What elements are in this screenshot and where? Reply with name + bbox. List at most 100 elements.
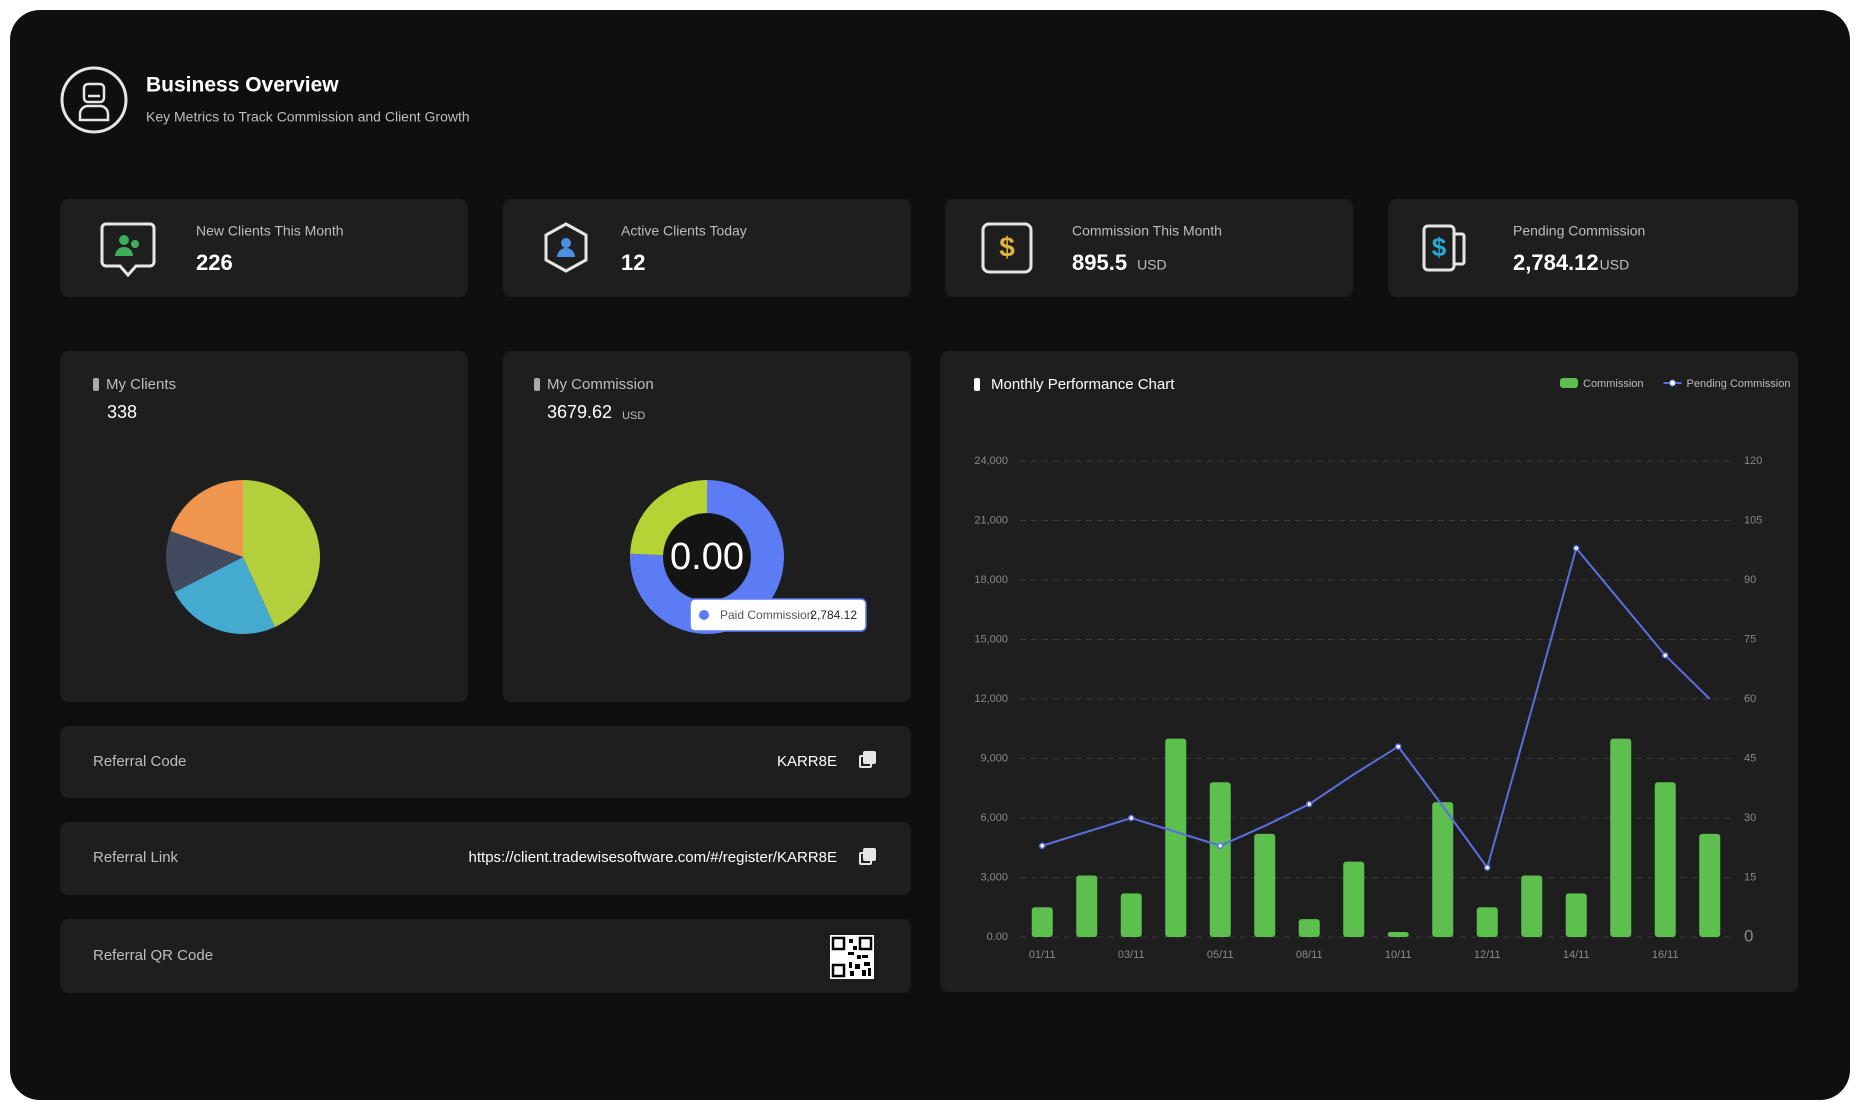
tooltip — [689, 598, 867, 632]
x-tick-label: 08/11 — [1296, 949, 1323, 961]
referral-value: KARR8E — [777, 753, 837, 770]
bar — [1610, 738, 1632, 937]
legend-swatch — [1669, 379, 1677, 387]
bar — [1521, 875, 1543, 937]
qr-code — [830, 935, 874, 979]
bar — [1699, 833, 1721, 937]
referral-row — [60, 919, 911, 993]
y-tick-label: 9,000 — [980, 752, 1008, 764]
header-icon-glyph — [78, 82, 110, 122]
legend-label[interactable]: Pending Commission — [1687, 378, 1791, 390]
x-tick-label: 14/11 — [1563, 949, 1590, 961]
referral-row — [60, 726, 911, 798]
page-subtitle: Key Metrics to Track Commission and Clie… — [146, 109, 470, 125]
stat-label: New Clients This Month — [196, 223, 344, 239]
slice — [243, 480, 321, 628]
card-title: My Commission — [547, 376, 654, 393]
line — [1041, 546, 1711, 870]
referral-label: Referral Code — [93, 753, 186, 770]
y2-tick-label: 105 — [1744, 514, 1762, 526]
y2-tick-label: 45 — [1744, 752, 1756, 764]
bar — [1120, 893, 1142, 937]
slice — [166, 531, 243, 593]
header-icon — [60, 66, 128, 134]
referral-label: Referral Link — [93, 849, 179, 866]
donut-center: 0.00 — [670, 536, 744, 578]
y-tick-label: 3,000 — [980, 871, 1008, 883]
line-point — [1039, 842, 1046, 850]
svg-text:$: $ — [1432, 232, 1447, 262]
bar — [1254, 833, 1276, 937]
slice — [170, 480, 243, 557]
slice — [174, 557, 275, 634]
y-tick-label: 24,000 — [974, 455, 1008, 467]
x-tick-label: 12/11 — [1474, 949, 1501, 961]
line-point — [1128, 814, 1135, 822]
line-point — [1662, 652, 1669, 659]
bar — [1298, 919, 1320, 937]
y2-tick-label: 90 — [1744, 574, 1756, 586]
bar — [1387, 932, 1409, 937]
stat-card — [503, 199, 911, 297]
bar — [1476, 907, 1498, 937]
stat-value: 895.5 — [1072, 250, 1127, 275]
bar — [1031, 907, 1053, 937]
stat-value: 2,784.12 — [1513, 250, 1599, 275]
x-tick-label: 05/11 — [1207, 949, 1234, 961]
bar — [1343, 861, 1365, 937]
x-tick-label: 10/11 — [1385, 949, 1412, 961]
legend-label[interactable]: Commission — [1583, 378, 1644, 390]
tooltip-value: 2,784.12 — [810, 608, 857, 622]
y2-tick-label: 0 — [1744, 926, 1753, 945]
y2-tick-label: 15 — [1744, 871, 1756, 883]
stat-icon: $ $ — [100, 222, 1466, 278]
title-marker — [974, 378, 980, 391]
performance-card — [940, 351, 1798, 992]
y2-tick-label: 120 — [1744, 455, 1762, 467]
card-title: My Clients — [106, 376, 176, 393]
y-tick-label: 0.00 — [987, 931, 1008, 943]
stat-label: Pending Commission — [1513, 223, 1645, 239]
line-point — [1395, 743, 1402, 750]
slice — [629, 480, 784, 634]
bar — [1654, 782, 1676, 937]
chart-title: Monthly Performance Chart — [991, 376, 1175, 393]
card-value: 3679.62 — [547, 402, 612, 422]
x-tick-label: 01/11 — [1029, 949, 1056, 961]
legend-swatch — [1560, 378, 1578, 388]
svg-text:$: $ — [999, 231, 1015, 262]
stat-unit: USD — [1137, 257, 1167, 273]
y-tick-label: 21,000 — [974, 514, 1008, 526]
title-marker — [93, 378, 99, 391]
bar — [1165, 738, 1187, 937]
y-tick-label: 12,000 — [974, 693, 1008, 705]
x-tick-label: 03/11 — [1118, 949, 1145, 961]
line-point — [1484, 864, 1491, 871]
bar — [1565, 893, 1587, 937]
referral-label: Referral QR Code — [93, 947, 213, 964]
slice — [630, 480, 707, 556]
copy-icon[interactable] — [859, 848, 876, 865]
x-tick-label: 16/11 — [1652, 949, 1679, 961]
stat-value: 12 — [621, 250, 645, 275]
title-marker — [534, 378, 540, 391]
page-title: Business Overview — [146, 74, 339, 97]
y-tick-label: 15,000 — [974, 633, 1008, 645]
stat-label: Commission This Month — [1072, 223, 1222, 239]
tooltip-dot — [699, 610, 709, 620]
card-value: 338 — [107, 402, 137, 422]
referral-value: https://client.tradewisesoftware.com/#/r… — [469, 849, 837, 866]
bar — [1432, 802, 1454, 937]
stat-label: Active Clients Today — [621, 223, 747, 239]
stat-card — [945, 199, 1353, 297]
referral-row — [60, 822, 911, 895]
stat-value: 226 — [196, 250, 233, 275]
line-point — [1306, 800, 1313, 808]
tooltip-name: Paid Commission — [720, 608, 813, 622]
copy-icon[interactable] — [859, 751, 876, 768]
bar — [1209, 782, 1231, 937]
y2-tick-label: 60 — [1744, 693, 1756, 705]
y-tick-label: 6,000 — [980, 812, 1008, 824]
y-tick-label: 18,000 — [974, 574, 1008, 586]
donut-hole — [664, 514, 750, 600]
